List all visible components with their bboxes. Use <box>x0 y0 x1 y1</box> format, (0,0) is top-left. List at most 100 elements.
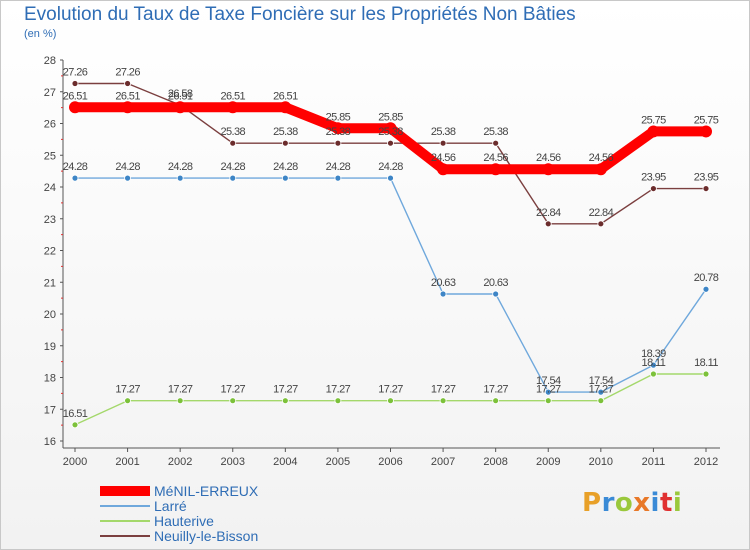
data-label: 17.27 <box>115 384 140 396</box>
data-point <box>702 185 710 192</box>
data-point <box>71 174 79 182</box>
data-label: 17.27 <box>220 384 245 396</box>
data-label: 27.26 <box>63 66 88 78</box>
data-point <box>387 397 394 405</box>
data-point <box>124 397 131 405</box>
data-label: 24.28 <box>115 161 140 173</box>
data-point <box>439 397 447 405</box>
x-tick-label: 2003 <box>221 456 245 468</box>
data-point <box>229 397 237 405</box>
data-label: 24.56 <box>483 152 508 164</box>
logo-letter: x <box>633 488 651 518</box>
data-label: 20.63 <box>431 277 456 289</box>
data-point <box>176 174 184 182</box>
data-label: 24.28 <box>220 161 245 173</box>
data-label: 24.56 <box>431 152 456 164</box>
data-point <box>229 139 237 147</box>
x-tick-label: 2008 <box>483 456 507 468</box>
data-point <box>597 388 605 396</box>
data-point <box>124 174 131 182</box>
data-label: 23.95 <box>641 172 666 184</box>
x-tick-label: 2009 <box>536 456 560 468</box>
data-label: 25.75 <box>694 114 719 126</box>
data-label: 25.85 <box>326 111 351 123</box>
data-point <box>176 397 184 405</box>
legend-swatch <box>100 505 150 507</box>
data-point <box>650 370 657 378</box>
data-label: 18.11 <box>694 357 718 369</box>
y-tick-label: 18 <box>44 373 56 385</box>
data-label: 18.11 <box>642 357 666 369</box>
data-label: 25.38 <box>326 126 351 138</box>
y-tick-label: 17 <box>44 404 56 416</box>
data-label: 24.28 <box>63 161 88 173</box>
logo-letter: t <box>659 488 673 518</box>
data-point <box>229 174 237 182</box>
data-label: 24.28 <box>378 161 403 173</box>
y-tick-label: 26 <box>44 119 56 131</box>
data-label: 17.27 <box>273 384 298 396</box>
y-tick-label: 22 <box>44 246 56 258</box>
data-point <box>334 139 342 147</box>
data-point <box>279 101 292 114</box>
data-point <box>492 397 500 405</box>
data-label: 17.27 <box>483 384 508 396</box>
data-point <box>437 163 450 176</box>
data-point <box>226 101 239 114</box>
x-tick-label: 2011 <box>642 456 666 468</box>
legend-swatch <box>100 520 150 522</box>
data-point <box>281 139 289 147</box>
y-tick-label: 24 <box>44 182 56 194</box>
data-label: 17.27 <box>589 384 614 396</box>
data-label: 25.38 <box>431 126 456 138</box>
chart-subtitle: (en %) <box>24 28 57 40</box>
data-label: 17.54 <box>536 375 561 387</box>
data-label: 24.28 <box>326 161 351 173</box>
logo-letter: P <box>582 488 602 518</box>
data-label: 24.56 <box>589 152 614 164</box>
data-point <box>650 185 657 192</box>
data-point <box>439 290 447 298</box>
data-point <box>544 220 552 228</box>
data-label: 25.38 <box>378 126 403 138</box>
data-point <box>281 174 289 182</box>
y-tick-label: 25 <box>44 150 56 162</box>
data-label: 20.63 <box>483 277 508 289</box>
data-point <box>489 163 502 176</box>
data-point <box>387 139 394 147</box>
data-point <box>174 101 187 114</box>
data-label: 17.27 <box>536 384 561 396</box>
proxiti-logo: Proxiti <box>582 488 682 518</box>
legend-swatch <box>100 486 150 496</box>
data-label: 17.27 <box>431 384 456 396</box>
data-point <box>702 285 710 293</box>
data-point <box>544 397 552 405</box>
data-label: 17.54 <box>589 375 614 387</box>
data-point <box>647 125 660 138</box>
data-label: 20.78 <box>694 272 719 284</box>
x-tick-label: 2012 <box>694 456 718 468</box>
data-point <box>597 397 605 405</box>
data-label: 25.75 <box>641 114 666 126</box>
data-point <box>544 388 552 396</box>
data-label: 16.51 <box>63 408 88 420</box>
data-label: 25.85 <box>378 111 403 123</box>
data-point <box>69 101 81 114</box>
data-label: 22.84 <box>589 207 614 219</box>
y-tick-label: 27 <box>44 87 56 99</box>
x-tick-label: 2004 <box>273 456 297 468</box>
x-tick-label: 2000 <box>63 456 87 468</box>
data-point <box>334 174 342 182</box>
data-point <box>597 220 605 228</box>
data-point <box>702 370 710 378</box>
data-label: 26.51 <box>220 90 245 102</box>
data-point <box>384 122 397 135</box>
data-point <box>71 80 79 87</box>
y-tick-label: 19 <box>44 341 56 353</box>
data-label: 17.27 <box>168 384 193 396</box>
data-label: 26.51 <box>273 90 298 102</box>
data-point <box>650 361 657 369</box>
x-tick-label: 2002 <box>168 456 192 468</box>
data-label: 25.38 <box>483 126 508 138</box>
